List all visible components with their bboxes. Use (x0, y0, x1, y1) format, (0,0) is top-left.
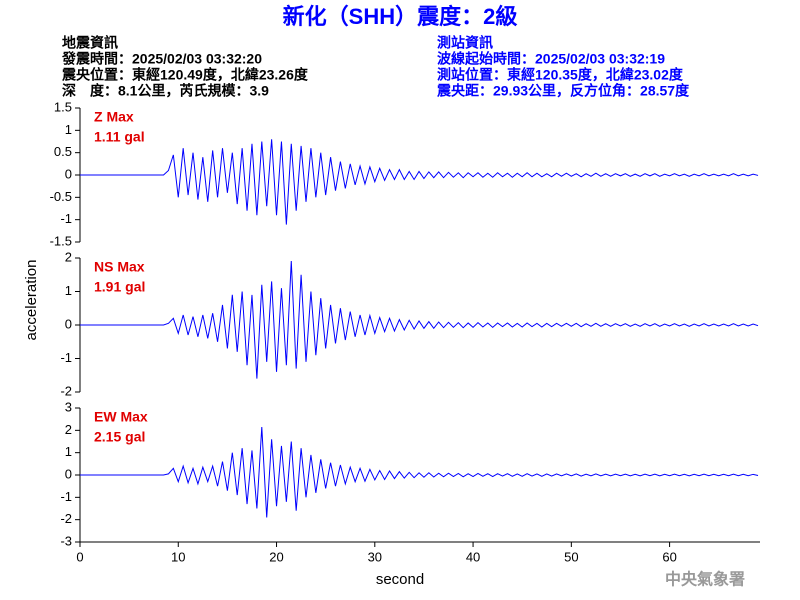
title: 新化（SHH）震度：2級 (283, 4, 518, 29)
y-tick-label: 1.5 (54, 99, 72, 114)
y-tick-label: 0 (65, 316, 72, 331)
y-tick-label: -1.5 (50, 233, 72, 248)
station-info: 測站資訊 (437, 35, 493, 51)
station-info: 震央距：29.93公里，反方位角：28.57度 (436, 83, 690, 99)
max-label: EW Max (94, 409, 148, 425)
y-tick-label: -2 (60, 383, 72, 398)
y-tick-label: 0.5 (54, 144, 72, 159)
y-tick-label: -1 (60, 489, 72, 504)
waveform (80, 426, 759, 518)
max-value: 1.91 gal (94, 279, 145, 295)
y-tick-label: 2 (65, 422, 72, 437)
waveform (80, 260, 759, 379)
max-value: 2.15 gal (94, 429, 145, 445)
watermark: 中央氣象署 (665, 570, 745, 589)
quake-info: 震央位置：東經120.49度，北緯23.26度 (61, 67, 309, 83)
x-tick-label: 50 (564, 549, 578, 564)
station-info: 波線起始時間：2025/02/03 03:32:19 (437, 51, 665, 67)
quake-info: 地震資訊 (62, 35, 118, 51)
x-tick-label: 30 (368, 549, 382, 564)
y-tick-label: -1 (60, 350, 72, 365)
y-tick-label: 1 (65, 122, 72, 137)
y-tick-label: 2 (65, 249, 72, 264)
y-tick-label: 0 (65, 466, 72, 481)
x-tick-label: 20 (269, 549, 283, 564)
max-label: NS Max (94, 259, 145, 275)
waveform (80, 139, 759, 225)
quake-info: 深 度：8.1公里，芮氏規模：3.9 (62, 83, 269, 99)
x-tick-label: 10 (171, 549, 185, 564)
x-axis-label: second (376, 571, 424, 588)
y-tick-label: -2 (60, 511, 72, 526)
y-tick-label: 3 (65, 399, 72, 414)
station-info: 測站位置：東經120.35度，北緯23.02度 (437, 67, 684, 83)
max-label: Z Max (94, 109, 134, 125)
y-tick-label: 1 (65, 444, 72, 459)
y-tick-label: -3 (60, 533, 72, 548)
y-tick-label: -1 (60, 211, 72, 226)
x-tick-label: 0 (76, 549, 83, 564)
x-tick-label: 60 (662, 549, 676, 564)
x-tick-label: 40 (466, 549, 480, 564)
y-axis-label: acceleration (23, 260, 40, 341)
y-tick-label: -0.5 (50, 189, 72, 204)
quake-info: 發震時間：2025/02/03 03:32:20 (61, 51, 262, 67)
y-tick-label: 0 (65, 166, 72, 181)
y-tick-label: 1 (65, 283, 72, 298)
max-value: 1.11 gal (94, 129, 145, 145)
